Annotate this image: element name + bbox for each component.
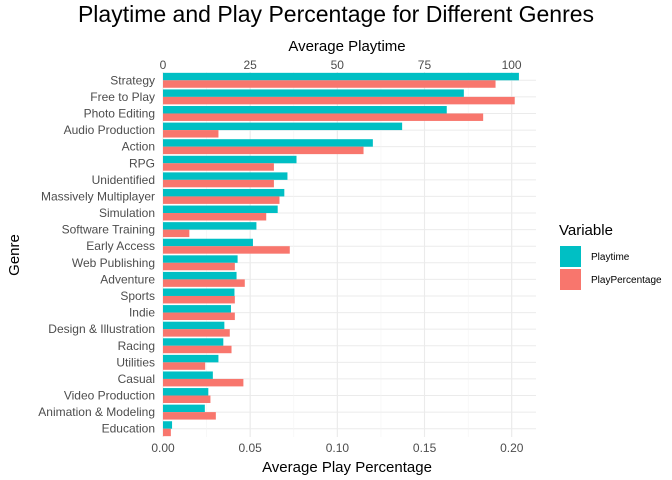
bar-playtime: [163, 139, 373, 147]
bar-playtime: [163, 271, 237, 280]
category-tick-label: Unidentified: [92, 173, 155, 187]
top-axis-tick-label: 0: [160, 58, 167, 72]
bar-playpercentage: [163, 412, 216, 420]
bar-playpercentage: [163, 80, 496, 88]
bar-playpercentage: [163, 312, 235, 321]
legend-swatch: [560, 246, 581, 267]
bar-playtime: [163, 155, 297, 164]
y-axis-title: Genre: [6, 234, 23, 276]
bar-playpercentage: [163, 213, 267, 221]
bar-playpercentage: [163, 395, 211, 403]
legend-label: Playtime: [591, 252, 630, 263]
bar-playtime: [163, 255, 238, 263]
bar-playpercentage: [163, 179, 274, 188]
bar-playpercentage: [163, 163, 274, 171]
bar-playtime: [163, 388, 209, 396]
category-tick-label: Strategy: [110, 73, 155, 87]
top-axis-tick-label: 100: [502, 58, 522, 72]
category-tick-label: Design & Illustration: [48, 322, 155, 336]
category-tick-label: Utilities: [116, 355, 155, 369]
bar-playpercentage: [163, 295, 235, 304]
bar-playpercentage: [163, 96, 515, 105]
bar-playpercentage: [163, 279, 245, 287]
bar-playpercentage: [163, 329, 230, 337]
bar-playtime: [163, 172, 288, 180]
bar-playtime: [163, 338, 224, 346]
category-tick-label: Education: [102, 422, 155, 436]
category-tick-label: Indie: [129, 306, 155, 320]
category-tick-label: Early Access: [86, 239, 155, 253]
category-tick-label: Photo Editing: [84, 106, 155, 120]
bar-playtime: [163, 305, 231, 313]
bar-playpercentage: [163, 428, 171, 437]
category-tick-labels: Strategy Free to Play Photo Editing Audio P…: [38, 73, 155, 435]
bottom-axis-ticks: 0.00 0.05 0.10 0.15 0.20: [151, 441, 523, 455]
bottom-axis-tick-label: 0.10: [326, 441, 350, 455]
category-tick-label: Massively Multiplayer: [41, 189, 155, 203]
bar-playpercentage: [163, 146, 364, 155]
legend-swatch: [560, 269, 581, 290]
legend-label: PlayPercentage: [591, 275, 662, 286]
category-tick-label: Animation & Modeling: [38, 405, 155, 419]
category-tick-label: Action: [122, 140, 155, 154]
bar-playtime: [163, 122, 403, 131]
bar-playtime: [163, 238, 253, 247]
category-tick-label: Free to Play: [90, 90, 155, 104]
legend-title: Variable: [559, 222, 613, 239]
bar-playtime: [163, 205, 278, 214]
bottom-axis-title: Average Play Percentage: [262, 459, 432, 476]
bar-playpercentage: [163, 229, 190, 238]
top-axis-tick-label: 75: [418, 58, 432, 72]
top-axis-tick-label: 25: [243, 58, 257, 72]
top-axis-tick-label: 50: [331, 58, 345, 72]
bottom-axis-tick-label: 0.00: [151, 441, 175, 455]
bottom-axis-tick-label: 0.20: [500, 441, 524, 455]
bar-playtime: [163, 321, 225, 330]
bar-playtime: [163, 188, 285, 197]
bar-playtime: [163, 421, 173, 429]
category-tick-label: RPG: [129, 156, 155, 170]
bar-playtime: [163, 354, 219, 363]
legend: Variable Playtime PlayPercentage: [559, 222, 662, 290]
bar-playpercentage: [163, 345, 232, 354]
bar-playpercentage: [163, 378, 244, 387]
category-tick-label: Racing: [118, 339, 155, 353]
bar-playpercentage: [163, 262, 235, 271]
category-tick-label: Software Training: [62, 223, 155, 237]
category-tick-label: Video Production: [64, 389, 155, 403]
bar-playtime: [163, 106, 447, 114]
bar-playtime: [163, 371, 213, 379]
top-axis-ticks: 0 25 50 75 100: [160, 58, 522, 72]
category-tick-label: Adventure: [100, 272, 155, 286]
category-tick-label: Simulation: [99, 206, 155, 220]
category-tick-label: Audio Production: [64, 123, 155, 137]
category-tick-label: Web Publishing: [72, 256, 155, 270]
category-tick-label: Sports: [120, 289, 155, 303]
top-axis-title: Average Playtime: [288, 38, 405, 55]
bar-playtime: [163, 404, 205, 413]
chart-title: Playtime and Play Percentage for Differe…: [78, 1, 594, 27]
bar-playpercentage: [163, 362, 206, 370]
bar-playpercentage: [163, 113, 484, 121]
bottom-axis-tick-label: 0.05: [239, 441, 263, 455]
bars: [163, 72, 519, 437]
bar-playpercentage: [163, 246, 290, 254]
bar-playpercentage: [163, 196, 280, 204]
bar-playtime: [163, 72, 519, 81]
category-tick-label: Casual: [118, 372, 155, 386]
bottom-axis-tick-label: 0.15: [413, 441, 437, 455]
bar-playpercentage: [163, 130, 219, 138]
bar-playtime: [163, 222, 257, 230]
bar-playtime: [163, 288, 235, 296]
bar-playtime: [163, 89, 464, 97]
